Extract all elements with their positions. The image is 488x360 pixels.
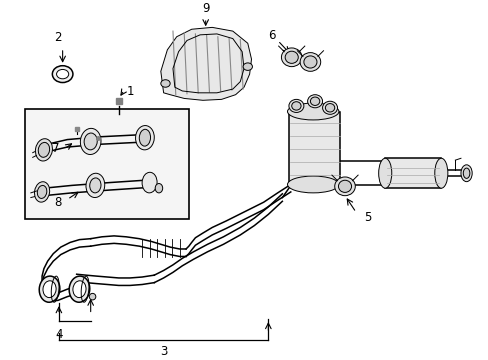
Ellipse shape [334,177,355,196]
Ellipse shape [300,53,320,71]
Ellipse shape [86,173,104,198]
Ellipse shape [285,51,298,63]
Ellipse shape [73,281,86,298]
Ellipse shape [434,158,447,188]
Ellipse shape [52,66,73,82]
Ellipse shape [142,172,157,193]
Ellipse shape [460,165,471,182]
Ellipse shape [303,56,316,68]
Text: 5: 5 [363,211,370,224]
Ellipse shape [325,104,334,112]
Bar [385,158,441,188]
Ellipse shape [288,99,303,112]
Ellipse shape [462,168,469,178]
Ellipse shape [35,139,52,161]
Ellipse shape [69,276,90,302]
Text: 3: 3 [160,345,167,358]
Ellipse shape [161,80,170,87]
Text: 6: 6 [268,29,275,42]
Ellipse shape [281,48,302,67]
Text: 1: 1 [126,85,133,98]
Ellipse shape [155,184,163,193]
Ellipse shape [37,185,47,198]
Polygon shape [161,27,251,100]
Text: 4: 4 [55,328,62,341]
Ellipse shape [80,129,101,154]
Ellipse shape [338,180,351,192]
Text: 8: 8 [54,196,61,209]
Ellipse shape [43,281,56,298]
Ellipse shape [89,293,96,300]
Ellipse shape [57,69,69,79]
Ellipse shape [139,129,150,146]
Ellipse shape [291,102,301,110]
Text: 7: 7 [52,143,60,156]
Ellipse shape [90,178,101,193]
Ellipse shape [287,176,338,193]
Bar [288,112,340,184]
Text: 2: 2 [54,31,61,44]
Ellipse shape [38,143,49,157]
Ellipse shape [135,126,154,150]
Ellipse shape [287,103,338,120]
Ellipse shape [322,101,337,114]
Ellipse shape [35,182,50,202]
Ellipse shape [243,63,252,71]
Ellipse shape [39,276,60,302]
Ellipse shape [84,133,97,150]
Bar [25,109,188,219]
Text: 9: 9 [202,2,209,15]
Ellipse shape [378,158,391,188]
Ellipse shape [307,95,322,108]
Ellipse shape [310,97,319,105]
